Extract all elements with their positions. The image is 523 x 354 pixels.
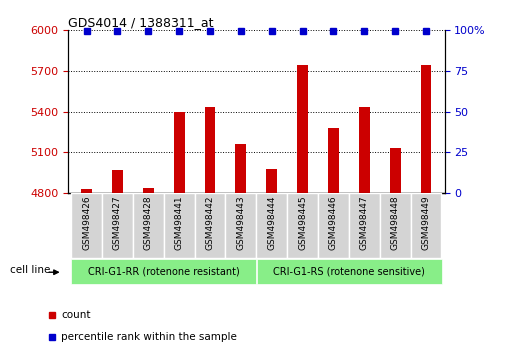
Text: GSM498444: GSM498444 (267, 195, 276, 250)
Text: percentile rank within the sample: percentile rank within the sample (62, 332, 237, 342)
Bar (81, 189, 92, 193)
Bar (349, 193, 380, 258)
Text: GSM498448: GSM498448 (391, 195, 400, 250)
Bar (195, 193, 225, 258)
Bar (380, 193, 411, 258)
Text: GSM498442: GSM498442 (206, 195, 214, 250)
Bar (318, 193, 349, 258)
Bar (235, 144, 246, 193)
Text: CRI-G1-RS (rotenone sensitive): CRI-G1-RS (rotenone sensitive) (273, 267, 425, 277)
Text: cell line: cell line (10, 266, 51, 275)
Bar (328, 128, 339, 193)
Bar (256, 193, 287, 258)
Bar (71, 193, 102, 258)
Text: GSM498426: GSM498426 (82, 195, 91, 250)
Bar (204, 107, 215, 193)
Bar (287, 193, 318, 258)
Bar (71, 259, 256, 284)
Text: GDS4014 / 1388311_at: GDS4014 / 1388311_at (68, 16, 213, 29)
Text: GSM498445: GSM498445 (298, 195, 307, 250)
Bar (164, 193, 195, 258)
Bar (257, 259, 442, 284)
Text: GSM498449: GSM498449 (422, 195, 430, 250)
Text: GSM498427: GSM498427 (113, 195, 122, 250)
Text: GSM498447: GSM498447 (360, 195, 369, 250)
Bar (390, 148, 401, 193)
Text: GSM498446: GSM498446 (329, 195, 338, 250)
Bar (174, 112, 185, 193)
Text: CRI-G1-RR (rotenone resistant): CRI-G1-RR (rotenone resistant) (88, 267, 240, 277)
Text: GSM498441: GSM498441 (175, 195, 184, 250)
Bar (411, 193, 441, 258)
Bar (133, 193, 164, 258)
Bar (112, 170, 123, 193)
Text: GSM498428: GSM498428 (144, 195, 153, 250)
Bar (102, 193, 133, 258)
Bar (297, 65, 308, 193)
Bar (359, 107, 370, 193)
Bar (225, 193, 256, 258)
Text: GSM498443: GSM498443 (236, 195, 245, 250)
Bar (143, 188, 154, 193)
Bar (266, 169, 277, 193)
Text: count: count (62, 310, 91, 320)
Bar (420, 65, 431, 193)
